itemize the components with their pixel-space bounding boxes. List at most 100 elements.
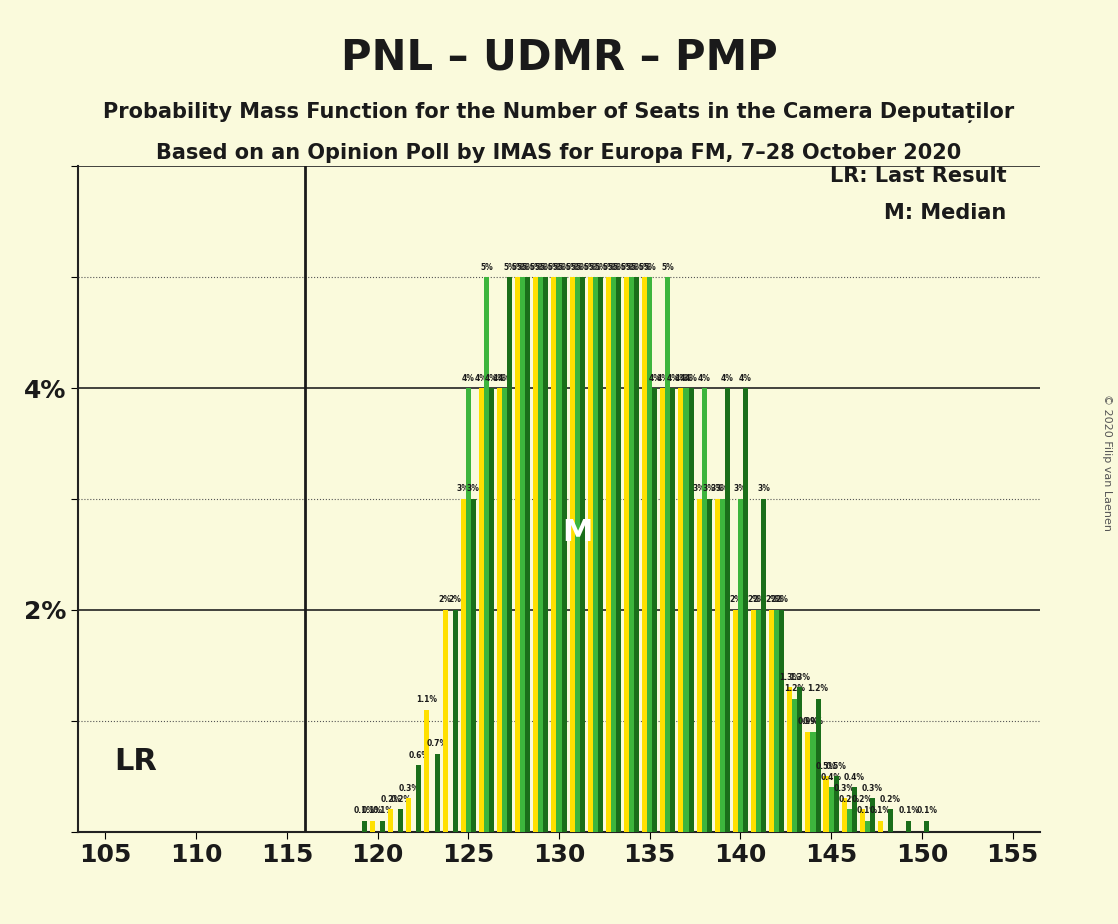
- Text: 2%: 2%: [776, 595, 788, 604]
- Text: 5%: 5%: [552, 262, 566, 272]
- Text: 4%: 4%: [462, 373, 475, 383]
- Bar: [878, 821, 883, 832]
- Text: 5%: 5%: [607, 262, 619, 272]
- Text: 0.4%: 0.4%: [844, 772, 865, 782]
- Bar: [533, 277, 539, 832]
- Text: 0.5%: 0.5%: [816, 761, 836, 771]
- Text: 3%: 3%: [716, 484, 729, 493]
- Text: 3%: 3%: [457, 484, 470, 493]
- Text: 0.9%: 0.9%: [803, 717, 824, 726]
- Bar: [652, 388, 657, 832]
- Text: 5%: 5%: [643, 262, 656, 272]
- Text: 5%: 5%: [503, 262, 517, 272]
- Text: 5%: 5%: [540, 262, 552, 272]
- Bar: [443, 610, 447, 832]
- Bar: [435, 754, 439, 832]
- Bar: [606, 277, 610, 832]
- Text: 1.2%: 1.2%: [807, 684, 828, 693]
- Bar: [647, 277, 652, 832]
- Bar: [852, 787, 856, 832]
- Text: 4%: 4%: [656, 373, 670, 383]
- Text: 4%: 4%: [680, 373, 692, 383]
- Text: 4%: 4%: [648, 373, 661, 383]
- Bar: [515, 277, 520, 832]
- Bar: [471, 499, 476, 832]
- Bar: [697, 499, 702, 832]
- Text: 5%: 5%: [601, 262, 615, 272]
- Bar: [370, 821, 375, 832]
- Text: 5%: 5%: [576, 262, 588, 272]
- Text: 4%: 4%: [485, 373, 498, 383]
- Bar: [714, 499, 720, 832]
- Text: 4%: 4%: [499, 373, 511, 383]
- Text: 5%: 5%: [638, 262, 651, 272]
- Text: 5%: 5%: [594, 262, 607, 272]
- Text: 2%: 2%: [747, 595, 760, 604]
- Bar: [815, 699, 821, 832]
- Text: 0.5%: 0.5%: [826, 761, 846, 771]
- Bar: [557, 277, 561, 832]
- Bar: [461, 499, 466, 832]
- Bar: [525, 277, 530, 832]
- Text: 0.2%: 0.2%: [880, 795, 901, 804]
- Bar: [634, 277, 639, 832]
- Text: 5%: 5%: [620, 262, 633, 272]
- Bar: [751, 610, 756, 832]
- Text: 5%: 5%: [571, 262, 584, 272]
- Text: 0.3%: 0.3%: [834, 784, 854, 793]
- Text: 0.3%: 0.3%: [862, 784, 883, 793]
- Bar: [453, 610, 457, 832]
- Bar: [642, 277, 647, 832]
- Bar: [732, 610, 738, 832]
- Bar: [865, 821, 870, 832]
- Text: 5%: 5%: [548, 262, 560, 272]
- Text: 0.1%: 0.1%: [917, 806, 937, 815]
- Text: 3%: 3%: [703, 484, 716, 493]
- Text: 4%: 4%: [666, 373, 680, 383]
- Bar: [520, 277, 525, 832]
- Text: 1.3%: 1.3%: [779, 673, 800, 682]
- Bar: [743, 388, 748, 832]
- Bar: [380, 821, 386, 832]
- Text: 0.4%: 0.4%: [821, 772, 842, 782]
- Bar: [870, 798, 875, 832]
- Text: M: Median: M: Median: [884, 203, 1006, 224]
- Text: 5%: 5%: [521, 262, 534, 272]
- Bar: [362, 821, 367, 832]
- Bar: [569, 277, 575, 832]
- Bar: [406, 798, 411, 832]
- Bar: [551, 277, 557, 832]
- Text: 5%: 5%: [517, 262, 529, 272]
- Bar: [793, 699, 797, 832]
- Bar: [888, 809, 893, 832]
- Text: 2%: 2%: [752, 595, 765, 604]
- Text: 5%: 5%: [534, 262, 547, 272]
- Bar: [508, 277, 512, 832]
- Text: 2%: 2%: [765, 595, 778, 604]
- Bar: [907, 821, 911, 832]
- Text: 5%: 5%: [662, 262, 674, 272]
- Bar: [683, 388, 689, 832]
- Text: 2%: 2%: [438, 595, 452, 604]
- Bar: [398, 809, 404, 832]
- Bar: [598, 277, 603, 832]
- Text: 0.2%: 0.2%: [390, 795, 411, 804]
- Bar: [702, 388, 707, 832]
- Text: 0.9%: 0.9%: [797, 717, 818, 726]
- Bar: [665, 277, 671, 832]
- Bar: [797, 687, 803, 832]
- Text: 4%: 4%: [493, 373, 506, 383]
- Bar: [661, 388, 665, 832]
- Bar: [925, 821, 929, 832]
- Text: 1.2%: 1.2%: [785, 684, 805, 693]
- Text: 3%: 3%: [711, 484, 723, 493]
- Bar: [689, 388, 693, 832]
- Bar: [761, 499, 766, 832]
- Text: 5%: 5%: [589, 262, 601, 272]
- Text: 4%: 4%: [698, 373, 711, 383]
- Text: 3%: 3%: [757, 484, 770, 493]
- Bar: [575, 277, 579, 832]
- Bar: [610, 277, 616, 832]
- Text: Probability Mass Function for the Number of Seats in the Camera Deputaților: Probability Mass Function for the Number…: [103, 102, 1015, 123]
- Bar: [824, 776, 828, 832]
